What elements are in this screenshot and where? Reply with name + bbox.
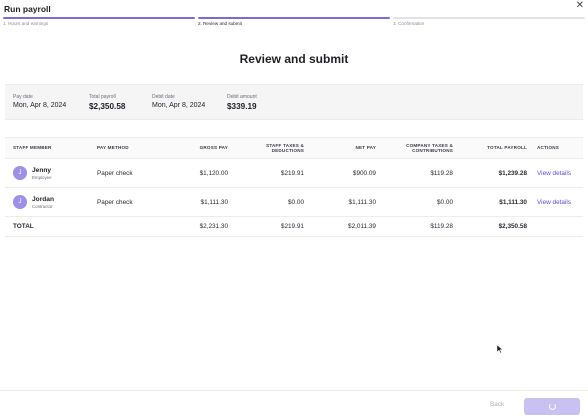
summary-debit-amount: Debit amount $339.19 <box>227 94 257 111</box>
staff-taxes-cell: $0.00 <box>232 187 308 217</box>
col-staff-member: Staff member <box>5 137 93 159</box>
progress-steps: 1. Hours and earnings 2. Review and subm… <box>3 17 585 29</box>
avatar: J <box>13 195 27 209</box>
step-review-and-submit[interactable]: 2. Review and submit <box>198 17 390 29</box>
mouse-cursor-icon <box>497 345 503 353</box>
col-staff-taxes: Staff taxes & deductions <box>232 137 308 159</box>
net-pay-cell: $900.09 <box>308 158 380 188</box>
summary-debit-date: Debit date Mon, Apr 8, 2024 <box>152 94 205 109</box>
total-gross-pay: $2,231.30 <box>171 216 232 237</box>
col-net-pay: Net pay <box>308 137 380 159</box>
step-hours-and-earnings[interactable]: 1. Hours and earnings <box>3 17 195 29</box>
col-company-taxes: Company taxes & contributions <box>380 137 457 159</box>
page-title: Review and submit <box>239 52 349 66</box>
col-gross-pay: Gross pay <box>171 137 232 159</box>
summary-pay-date: Pay date Mon, Apr 8, 2024 <box>13 94 66 109</box>
step-progress-bar <box>393 17 585 19</box>
total-total-payroll: $2,350.58 <box>457 216 531 237</box>
staff-role: Employee <box>32 174 52 180</box>
view-details-link[interactable]: View details <box>537 169 571 177</box>
submit-button[interactable] <box>524 398 580 415</box>
app-title: Run payroll <box>4 4 51 14</box>
company-taxes-cell: $0.00 <box>380 187 457 217</box>
total-payroll-cell: $1,111.30 <box>457 187 531 217</box>
step-label: 3. Confirmation <box>393 21 425 26</box>
debit-date-value: Mon, Apr 8, 2024 <box>152 102 206 109</box>
back-button[interactable]: Back <box>490 401 505 408</box>
staff-member-cell: J Jenny Employee <box>5 158 93 188</box>
footer-bar: Back <box>0 390 588 418</box>
payroll-summary: Pay date Mon, Apr 8, 2024 Total payroll … <box>5 84 583 120</box>
view-details-link[interactable]: View details <box>537 198 571 206</box>
pay-date-label: Pay date <box>13 94 33 100</box>
close-icon[interactable]: ✕ <box>575 0 584 11</box>
net-pay-cell: $1,111.30 <box>308 187 380 217</box>
pay-method-cell: Paper check <box>93 158 171 188</box>
col-total-payroll: Total payroll <box>457 137 531 159</box>
gross-pay-cell: $1,120.00 <box>171 158 232 188</box>
total-payroll-cell: $1,239.28 <box>457 158 531 188</box>
staff-name: Jordan <box>32 195 54 203</box>
total-staff-taxes: $219.91 <box>232 216 308 237</box>
table-header-row: Staff member Pay method Gross pay Staff … <box>5 137 583 159</box>
pay-method-cell: Paper check <box>93 187 171 217</box>
step-confirmation: 3. Confirmation <box>393 17 585 29</box>
table-row: J Jenny Employee Paper check $1,120.00 $… <box>5 158 583 188</box>
total-payroll-label: Total payroll <box>89 94 116 100</box>
total-payroll-value: $2,350.58 <box>89 102 126 111</box>
staff-name: Jenny <box>32 166 52 174</box>
debit-date-label: Debit date <box>152 94 175 100</box>
summary-total-payroll: Total payroll $2,350.58 <box>89 94 125 111</box>
step-progress-bar <box>198 17 390 19</box>
total-company-taxes: $119.28 <box>380 216 457 237</box>
staff-role: Contractor <box>32 203 53 209</box>
debit-amount-label: Debit amount <box>227 94 257 100</box>
table-total-row: Total $2,231.30 $219.91 $2,011.39 $119.2… <box>5 216 583 237</box>
gross-pay-cell: $1,111.30 <box>171 187 232 217</box>
total-net-pay: $2,011.39 <box>308 216 380 237</box>
spinner-icon <box>548 403 556 410</box>
step-label: 1. Hours and earnings <box>3 21 49 26</box>
pay-date-value: Mon, Apr 8, 2024 <box>13 102 67 109</box>
total-label: Total <box>5 216 93 237</box>
table-row: J Jordan Contractor Paper check $1,111.3… <box>5 187 583 217</box>
debit-amount-value: $339.19 <box>227 102 257 111</box>
staff-taxes-cell: $219.91 <box>232 158 308 188</box>
col-actions: Actions <box>531 137 583 159</box>
step-progress-bar <box>3 17 195 19</box>
header-bar: Run payroll ✕ <box>0 0 588 18</box>
step-label: 2. Review and submit <box>198 21 242 26</box>
col-pay-method: Pay method <box>93 137 171 159</box>
avatar: J <box>13 166 27 180</box>
payroll-table: Staff member Pay method Gross pay Staff … <box>5 137 583 237</box>
company-taxes-cell: $119.28 <box>380 158 457 188</box>
staff-member-cell: J Jordan Contractor <box>5 187 93 217</box>
